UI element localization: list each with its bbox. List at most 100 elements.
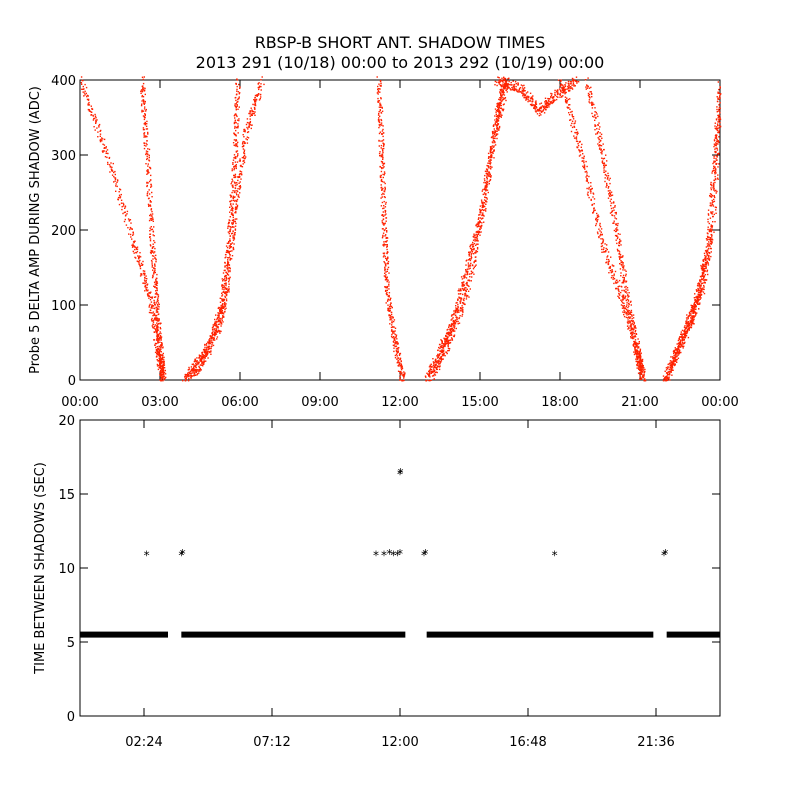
top-data-point [699,294,701,297]
top-data-point [500,104,502,107]
top-data-point [148,291,150,294]
top-data-point [503,78,505,80]
top-data-point [149,230,151,232]
top-data-point [555,98,558,101]
top-data-point [142,260,144,263]
top-data-point [382,135,384,138]
top-data-point [231,178,233,180]
top-data-point [226,249,228,252]
top-data-point [486,169,489,171]
top-data-point [389,298,391,301]
top-data-point [618,297,621,299]
top-data-point [445,335,447,338]
top-data-point [194,365,196,367]
top-data-point [229,240,231,242]
top-data-point [151,296,154,298]
top-data-point [227,277,230,280]
top-data-point [480,225,482,227]
top-data-point [240,178,242,180]
top-data-point [586,85,588,87]
top-data-point [620,275,622,277]
top-data-point [485,183,488,185]
top-data-point [628,327,630,329]
top-data-point [124,206,127,208]
top-data-point [143,144,146,147]
top-data-point [673,364,675,367]
top-data-point [223,307,225,309]
top-data-point [190,366,193,368]
top-data-point [447,333,449,336]
top-data-point [577,143,579,145]
top-data-point [156,331,158,333]
top-data-point [589,97,591,99]
top-data-point [630,329,632,331]
top-data-point [394,342,397,344]
top-data-point [391,320,393,322]
top-data-point [403,374,406,376]
top-data-point [114,177,117,179]
top-data-point [384,276,387,278]
top-data-point [200,357,203,359]
top-data-point [452,329,455,331]
top-data-point [134,240,136,242]
top-data-point [643,367,645,369]
top-data-point [600,148,602,150]
top-data-point [157,359,160,362]
top-data-point [547,104,549,107]
top-data-point [676,355,678,358]
top-data-point [141,76,144,78]
top-data-point [444,355,446,357]
top-data-point [702,291,705,293]
top-data-point [633,342,636,344]
top-data-point [150,213,152,216]
top-data-point [232,163,234,165]
top-data-point [625,295,627,297]
top-data-point [607,255,609,257]
top-data-point [620,244,622,246]
top-data-point [103,144,106,146]
top-data-point [233,167,236,169]
top-data-point [592,115,594,118]
top-data-point [439,343,441,346]
top-data-point [589,102,591,104]
top-data-point [539,103,541,105]
top-data-point [454,310,457,313]
top-data-point [161,361,163,363]
top-data-point [605,186,607,188]
top-x-tick-label: 12:00 [381,395,418,410]
top-data-point [627,300,630,302]
top-data-point [431,370,433,373]
top-data-point [562,91,565,93]
top-data-point [495,134,498,136]
top-data-point [146,135,148,138]
top-data-point [150,251,153,253]
top-data-point [235,203,237,205]
top-data-point [222,284,224,287]
top-data-point [614,212,616,214]
top-data-point [95,121,97,123]
top-data-point [630,336,632,338]
top-data-point [453,327,456,329]
top-data-point [636,347,639,349]
top-data-point [498,125,501,128]
top-data-point [141,94,144,97]
top-data-point [254,99,256,101]
top-data-point [465,271,467,273]
top-data-point [575,132,577,134]
top-data-point [235,139,237,141]
top-data-point [489,178,492,181]
top-scatter-points [80,76,722,382]
top-data-point [151,261,153,263]
top-data-point [235,103,237,105]
top-data-point [638,360,640,363]
top-data-point [570,81,573,83]
top-data-point [618,251,621,253]
top-data-point [382,234,384,237]
top-data-point [192,369,194,371]
top-data-point [479,220,481,223]
top-data-point [154,307,156,310]
top-data-point [198,366,201,369]
top-data-point [600,242,603,245]
top-data-point [523,88,525,90]
top-data-point [446,333,448,335]
